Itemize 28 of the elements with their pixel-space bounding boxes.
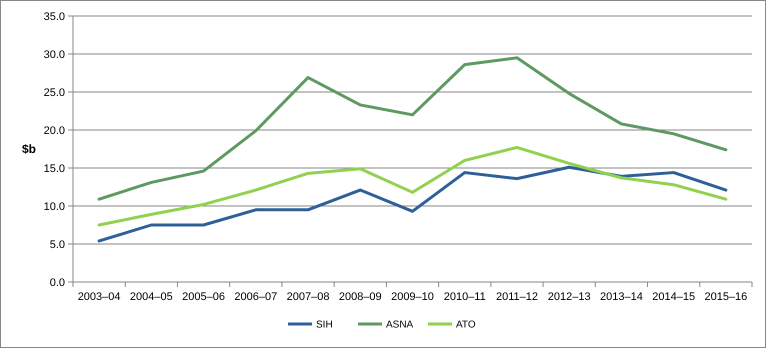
x-tick-label: 2015–16 [704, 291, 748, 303]
y-tick-label: 10.0 [44, 200, 65, 213]
x-tick-label: 2009–10 [391, 291, 434, 303]
x-tick-label: 2003–04 [78, 291, 121, 303]
line-series [98, 166, 728, 242]
line-series [98, 146, 728, 226]
y-tick-label: 15.0 [44, 162, 65, 175]
x-tick-label: 2008–09 [338, 291, 382, 303]
x-tick-label: 2010–11 [444, 291, 486, 303]
y-tick-label: 25.0 [44, 86, 65, 99]
x-tick-label: 2005–06 [182, 291, 225, 303]
x-tick-label: 2011–12 [496, 291, 538, 303]
legend-label: SIH [316, 320, 333, 330]
line-series [98, 56, 728, 201]
x-tick-label: 2007–08 [286, 291, 330, 303]
y-tick-label: 5.0 [50, 238, 65, 251]
x-tick-label: 2004–05 [130, 291, 173, 303]
legend-label: ATO [456, 320, 476, 330]
x-tick-label: 2006–07 [234, 291, 278, 303]
x-tick-label: 2013–14 [600, 291, 643, 303]
y-axis-title: $b [22, 142, 36, 156]
y-tick-label: 30.0 [44, 48, 65, 61]
y-tick-label: 20.0 [44, 124, 65, 137]
y-tick-label: 35.0 [44, 10, 65, 23]
x-tick-label: 2012–13 [548, 291, 591, 303]
legend-label: ASNA [386, 320, 414, 330]
y-tick-label: 0.0 [50, 276, 65, 289]
x-tick-label: 2014–15 [652, 291, 696, 303]
